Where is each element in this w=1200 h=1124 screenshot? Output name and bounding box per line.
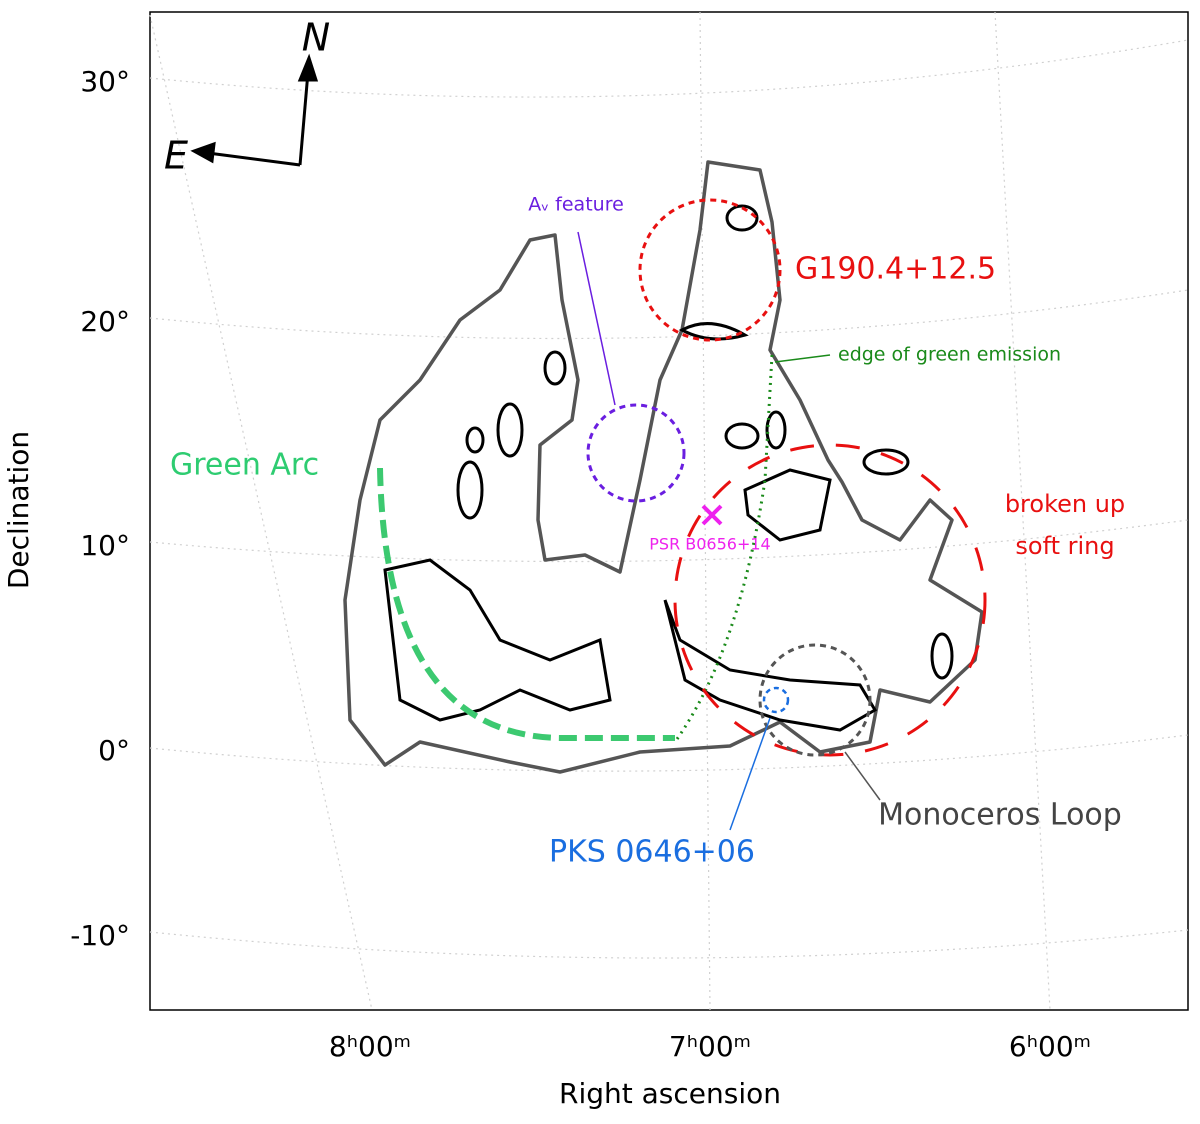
pks-leader	[729, 717, 771, 831]
av-circle	[586, 403, 686, 503]
ring-label: broken up	[1005, 490, 1125, 518]
x-tick-label: 8ʰ00ᵐ	[329, 1030, 411, 1063]
y-axis-label: Declination	[2, 431, 35, 589]
x-tick-label: 7ʰ00ᵐ	[669, 1030, 751, 1063]
monoceros-label: Monoceros Loop	[878, 798, 1122, 833]
green-edge	[673, 354, 774, 743]
compass	[190, 53, 319, 167]
green-arc-label: Green Arc	[170, 448, 319, 483]
g190-label: G190.4+12.5	[795, 252, 996, 287]
coordinate-grid	[149, 11, 1189, 1011]
inner-contours	[383, 204, 954, 732]
y-tick-label: 10°	[80, 529, 130, 562]
monoceros-leader	[844, 751, 881, 801]
psr-label: PSR B0656+14	[649, 535, 770, 554]
edge-leader	[774, 354, 831, 363]
y-tick-label: -10°	[70, 919, 130, 952]
pks-circle	[762, 686, 790, 714]
x-tick-label: 6ʰ00ᵐ	[1009, 1030, 1091, 1063]
av-label: Aᵥ feature	[528, 194, 624, 216]
east-label: E	[164, 134, 188, 178]
ring-label: soft ring	[1015, 532, 1114, 560]
y-tick-label: 0°	[98, 734, 130, 767]
north-label: N	[302, 16, 330, 60]
plot-frame	[149, 11, 1189, 1011]
g190-circle	[638, 198, 782, 342]
y-tick-label: 20°	[80, 305, 130, 338]
x-axis-label: Right ascension	[559, 1077, 781, 1110]
psr-marker	[701, 504, 723, 526]
green-arc	[377, 467, 675, 741]
y-tick-label: 30°	[80, 65, 130, 98]
soft-ring	[673, 443, 987, 757]
edge-label: edge of green emission	[838, 344, 1061, 366]
pks-label: PKS 0646+06	[549, 835, 755, 870]
outer-contour	[343, 160, 984, 774]
av-leader	[577, 231, 616, 406]
monoceros-circle	[758, 643, 872, 757]
